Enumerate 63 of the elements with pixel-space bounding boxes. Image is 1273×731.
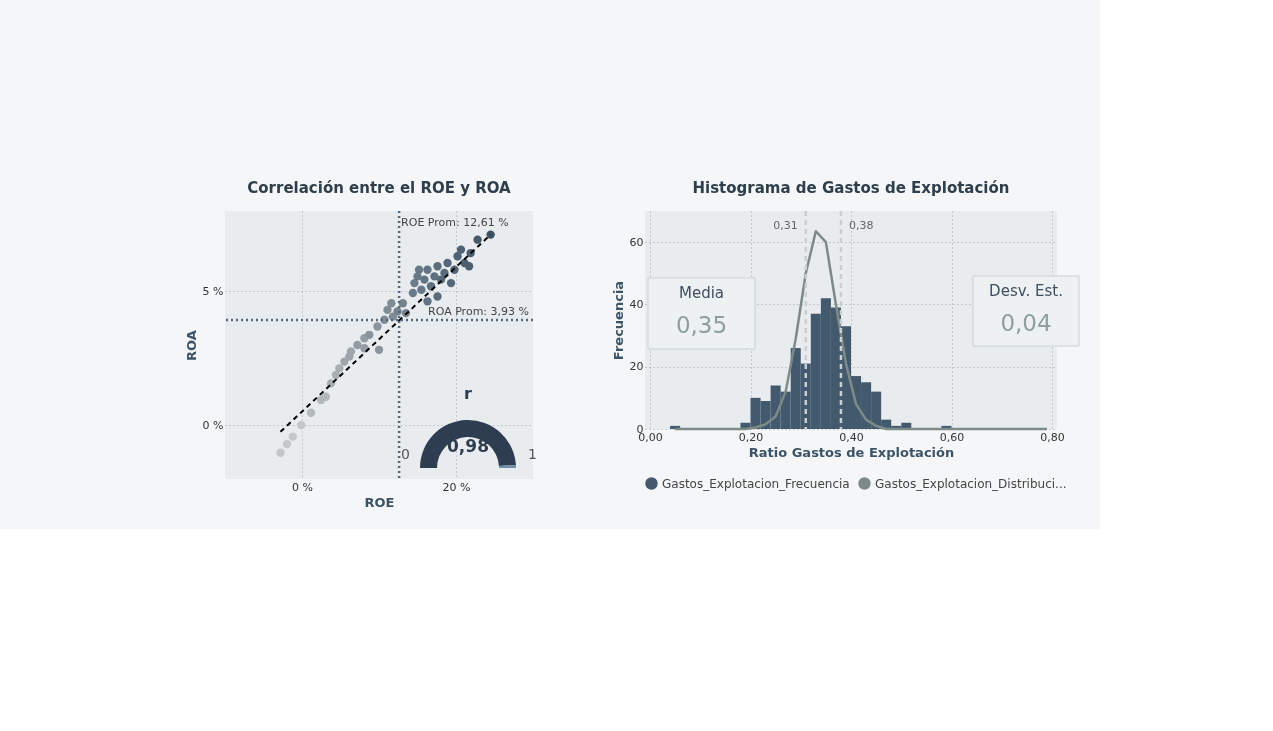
point (486, 230, 495, 239)
point (346, 347, 356, 356)
annotation: 0 (401, 446, 410, 462)
point (297, 420, 306, 430)
point (440, 268, 449, 278)
point (417, 285, 426, 294)
ref-line-label: 0,31 (773, 219, 798, 232)
point (433, 292, 442, 301)
x-tick-label: 0,20 (738, 430, 764, 444)
point (423, 265, 432, 274)
y-tick-label: 5 % (202, 284, 224, 298)
chart-title: r (464, 384, 473, 403)
point (410, 278, 419, 288)
point (353, 340, 362, 350)
y-axis-title: ROA (183, 330, 199, 361)
x-tick-label: 0,40 (839, 430, 864, 444)
point (423, 297, 432, 306)
point (331, 370, 341, 380)
annotation: Desv. Est. (989, 282, 1063, 300)
legend-label: Gastos_Explotacion_Distribuci... (875, 476, 1067, 491)
point (373, 322, 382, 331)
x-tick-label: 0,80 (1040, 430, 1065, 444)
point (464, 262, 474, 271)
point (335, 364, 344, 373)
y-tick-label: 60 (629, 235, 644, 249)
point (430, 272, 439, 281)
annotation: 0,04 (1000, 310, 1052, 336)
point (414, 265, 424, 274)
point (456, 245, 466, 254)
ref-line-label: 0,38 (848, 219, 874, 232)
point (433, 262, 442, 271)
point (288, 432, 297, 441)
point (383, 305, 392, 315)
y-tick-label: 20 (629, 360, 644, 374)
point (340, 357, 349, 366)
point (453, 252, 462, 261)
point (321, 392, 331, 401)
annotation: 0,35 (675, 312, 728, 338)
point (446, 278, 456, 288)
ref-line-label: ROA Prom: 3,93 % (428, 305, 529, 319)
chart-title: Histograma de Gastos de Explotación (692, 178, 1010, 197)
point (365, 330, 374, 339)
point (420, 275, 429, 284)
point (443, 258, 452, 268)
point (374, 345, 384, 354)
x-axis-title: Ratio Gastos de Explotación (748, 444, 955, 460)
ref-line-label: ROE Prom: 12,61 % (401, 216, 509, 229)
annotation: 1 (528, 446, 537, 462)
point (387, 299, 396, 308)
y-axis-title: Frecuencia (610, 280, 626, 361)
point (276, 448, 285, 457)
x-tick-label: 0,60 (939, 430, 965, 444)
point (408, 288, 418, 298)
y-tick-label: 40 (629, 297, 644, 311)
x-tick-label: 20 % (442, 480, 471, 494)
point (398, 299, 408, 308)
point (306, 408, 316, 417)
point (473, 235, 482, 244)
point (282, 439, 292, 449)
annotation: Media (678, 284, 725, 302)
legend-label: Gastos_Explotacion_Frecuencia (662, 476, 850, 491)
chart-title: Correlación entre el ROE y ROA (247, 178, 512, 197)
x-axis-title: ROE (364, 494, 395, 510)
